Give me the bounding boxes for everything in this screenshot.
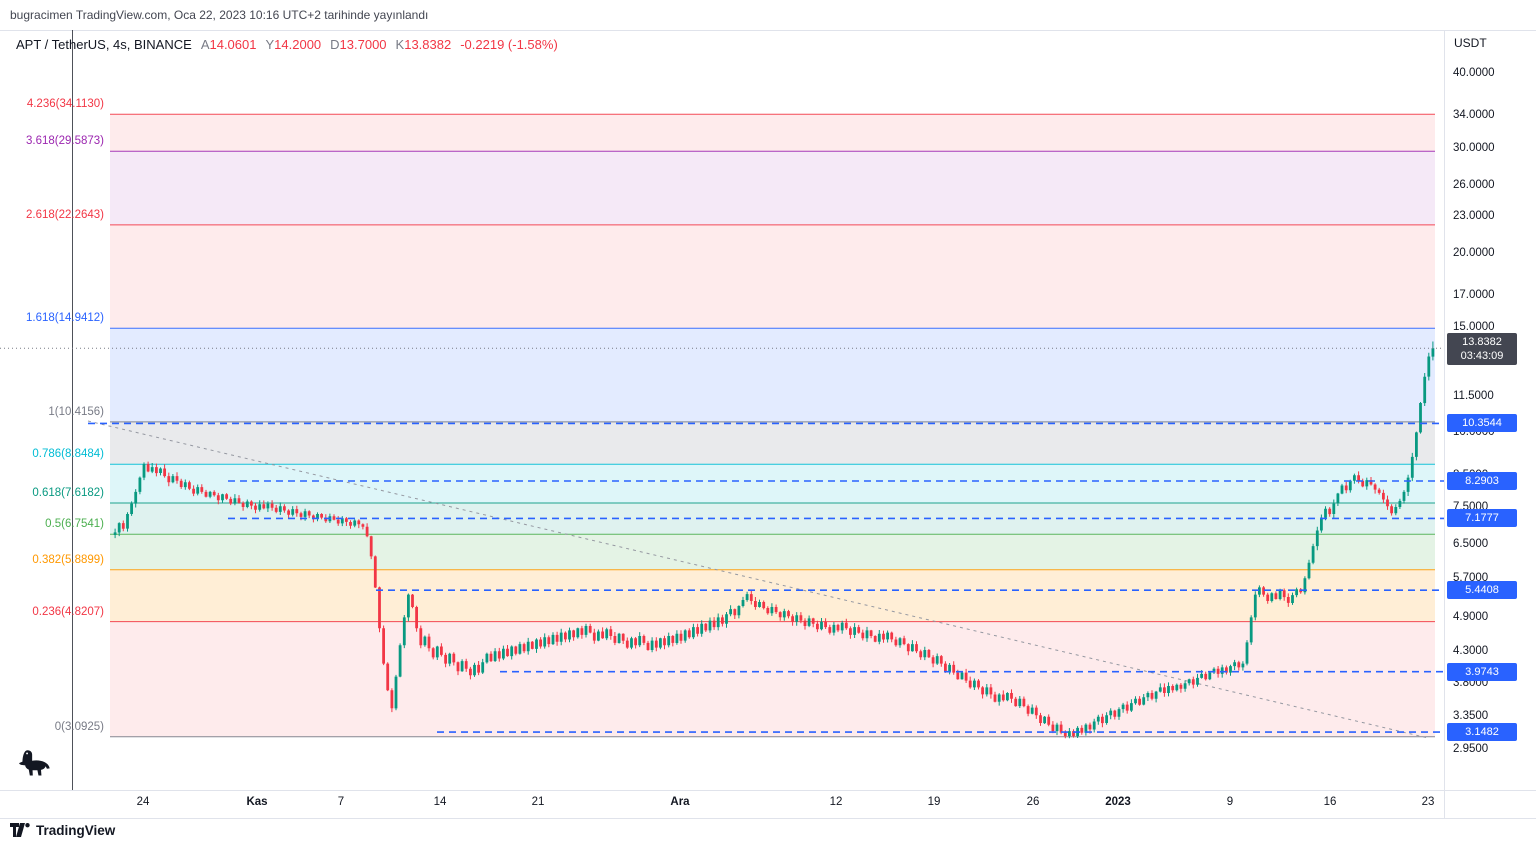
fib-level-label: 0.236(4.8207) (32, 605, 104, 618)
fib-band (110, 328, 1435, 422)
time-tick-label: 7 (337, 796, 345, 808)
footer: TradingView (10, 823, 115, 838)
ray-price-badge: 3.9743 (1447, 662, 1517, 681)
price-tick-label: 40.0000 (1453, 67, 1495, 79)
price-tick-label: 2.9500 (1453, 742, 1489, 755)
fib-level-label: 1.618(14.9412) (25, 312, 104, 325)
price-tick-label: 15.0000 (1453, 321, 1495, 334)
ray-price-badge: 7.1777 (1447, 509, 1517, 528)
price-tick-label: 5.7000 (1453, 572, 1489, 585)
fib-level-label: 0(3.0925) (54, 720, 104, 733)
time-tick-label: 19 (927, 796, 941, 808)
price-tick-label: 17.0000 (1453, 288, 1495, 301)
fib-level-label: 1(10.4156) (48, 405, 104, 418)
time-tick-label: 21 (531, 796, 545, 808)
frame-bottom-divider (0, 818, 1536, 819)
ohlc-value: 14.0601 (209, 37, 257, 52)
time-tick-label: 16 (1323, 796, 1337, 808)
fib-band (110, 534, 1435, 570)
fib-band (110, 114, 1435, 152)
price-tick-label: 4.3000 (1453, 645, 1489, 658)
ohlc-letter: A (200, 37, 210, 52)
fib-level-label: 0.786(8.8484) (32, 448, 104, 461)
change-value: -0.2219 (-1.58%) (460, 37, 558, 52)
fib-band (110, 464, 1435, 503)
fib-level-label: 3.618(29.5873) (25, 135, 104, 148)
price-tick-label: 26.0000 (1453, 178, 1495, 191)
price-tick-label: 4.9000 (1453, 611, 1489, 624)
time-axis-divider (0, 790, 1536, 791)
trendline-drawing[interactable] (87, 420, 1429, 739)
price-axis-currency-label: USDT (1454, 36, 1487, 50)
bar-countdown: 03:43:09 (1460, 350, 1504, 363)
ray-price-badge: 3.1482 (1447, 723, 1517, 742)
ohlc-value: 14.2000 (274, 37, 322, 52)
price-tick-label: 3.3500 (1453, 709, 1489, 722)
time-tick-label: 23 (1421, 796, 1435, 808)
fib-level-label: 0.5(6.7541) (45, 518, 104, 531)
ohlc-value: 13.8382 (404, 37, 452, 52)
last-price-value: 13.8382 (1462, 336, 1502, 349)
symbol-title[interactable]: APT / TetherUS, 4s, BINANCE (16, 37, 192, 52)
ray-price-badge: 5.4408 (1447, 581, 1517, 600)
ohlc-value: 13.7000 (339, 37, 387, 52)
fib-level-label: 4.236(34.1130) (26, 98, 104, 111)
time-tick-label: Kas (246, 796, 268, 808)
last-price-badge: 13.8382 03:43:09 (1447, 333, 1517, 366)
price-tick-label: 20.0000 (1453, 246, 1495, 259)
ohlc-letter: Y (265, 37, 275, 52)
fib-band (110, 621, 1435, 737)
price-tick-label: 11.5000 (1453, 390, 1494, 403)
price-axis[interactable]: USDT 40.0000 34.0000 30.0000 26.0000 23.0000… (1444, 30, 1536, 790)
time-tick-label: 9 (1226, 796, 1234, 808)
ohlc-letter: D (330, 37, 340, 52)
price-tick-label: 23.0000 (1453, 210, 1495, 223)
price-axis-divider (1444, 30, 1445, 818)
fib-level-label: 0.618(7.6182) (32, 486, 104, 499)
time-tick-label: 2023 (1105, 796, 1131, 808)
fib-band (110, 224, 1435, 329)
dinosaur-sticker-icon (19, 750, 50, 776)
chart-legend: APT / TetherUS, 4s, BINANCE A14.0601 Y14.2… (16, 37, 558, 52)
fib-band (110, 151, 1435, 225)
chart-canvas[interactable] (0, 30, 1444, 790)
ohlc-values: A14.0601 Y14.2000 D13.7000 K13.8382 -0.2219 … (192, 37, 558, 52)
fib-level-label: 2.618(22.2643) (25, 208, 104, 221)
time-axis[interactable]: 24 Kas 7 14 21 Ara 12 19 26 2023 9 16 23 (0, 790, 1536, 818)
fib-band (110, 569, 1435, 622)
time-tick-label: 12 (829, 796, 843, 808)
ray-price-badge: 10.3544 (1447, 414, 1517, 433)
time-tick-label: 24 (136, 796, 150, 808)
ray-price-badge: 8.2903 (1447, 472, 1517, 491)
fib-band (110, 421, 1435, 465)
frame-top-divider (0, 30, 1536, 31)
attribution-text[interactable]: bugracimen TradingView.com, Oca 22, 2023… (10, 8, 429, 22)
time-tick-label: 14 (433, 796, 447, 808)
time-tick-label: Ara (670, 796, 690, 808)
ohlc-letter: K (395, 37, 405, 52)
footer-brand[interactable]: TradingView (36, 823, 116, 838)
time-tick-label: 26 (1026, 796, 1040, 808)
price-tick-label: 30.0000 (1453, 141, 1495, 154)
price-tick-label: 34.0000 (1453, 109, 1495, 122)
tradingview-logo-icon (10, 823, 30, 837)
price-tick-label: 6.5000 (1453, 538, 1489, 551)
fib-level-label: 0.382(5.8899) (32, 553, 104, 566)
